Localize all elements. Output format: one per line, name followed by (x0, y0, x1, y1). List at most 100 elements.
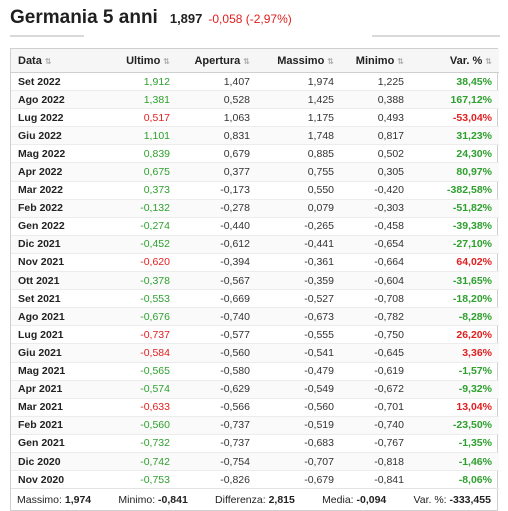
cell-date: Mag 2021 (11, 362, 95, 381)
cell-date: Gen 2022 (11, 217, 95, 236)
historical-data-panel: Data ⇅ Ultimo ⇅ Apertura ⇅ Massimo ⇅ Minimo ⇅ Var.… (10, 48, 499, 511)
cell-open: -0,577 (177, 325, 257, 345)
summary-avg: Media: -0,094 (322, 494, 386, 506)
table-row: Giu 2021 -0,584 -0,560 -0,541 -0,645 3,36% (11, 343, 499, 363)
cell-low: -0,420 (341, 181, 411, 200)
cell-last: -0,565 (95, 362, 177, 381)
cell-var: -31,65% (411, 271, 499, 291)
cell-low: -0,645 (341, 343, 411, 363)
column-header-label: Ultimo (126, 54, 161, 67)
cell-high: -0,527 (257, 289, 341, 309)
table-row: Dic 2021 -0,452 -0,612 -0,441 -0,654 -27,10% (11, 235, 499, 254)
cell-date: Mar 2021 (11, 398, 95, 417)
column-header-label: Massimo (277, 54, 325, 67)
cell-last: -0,742 (95, 452, 177, 472)
cell-open: 0,528 (177, 90, 257, 110)
table-row: Ago 2022 1,381 0,528 1,425 0,388 167,12% (11, 90, 499, 110)
table-row: Giu 2022 1,101 0,831 1,748 0,817 31,23% (11, 126, 499, 146)
cell-var: -1,35% (411, 434, 499, 453)
sort-icon[interactable]: ⇅ (243, 56, 250, 66)
table-row: Mar 2022 0,373 -0,173 0,550 -0,420 -382,58% (11, 181, 499, 200)
table-body: Set 2022 1,912 1,407 1,974 1,225 38,45% Ago 20… (11, 72, 499, 490)
cell-low: -0,458 (341, 217, 411, 236)
summary-var-label: Var. %: (413, 493, 447, 506)
table-row: Apr 2022 0,675 0,377 0,755 0,305 80,97% (11, 162, 499, 182)
table-row: Feb 2021 -0,560 -0,737 -0,519 -0,740 -23,50% (11, 416, 499, 435)
cell-date: Nov 2020 (11, 470, 95, 490)
column-header-label: Data (18, 54, 42, 67)
cell-low: 0,502 (341, 144, 411, 164)
cell-high: -0,479 (257, 362, 341, 381)
cell-date: Set 2021 (11, 289, 95, 309)
cell-low: 0,817 (341, 126, 411, 146)
summary-footer: Massimo: 1,974 Minimo: -0,841 Differenza… (11, 488, 497, 510)
cell-high: 1,425 (257, 90, 341, 110)
table-row: Mag 2021 -0,565 -0,580 -0,479 -0,619 -1,57% (11, 362, 499, 381)
cell-high: 1,974 (257, 72, 341, 92)
cell-var: 167,12% (411, 90, 499, 110)
cell-var: -1,57% (411, 362, 499, 381)
cell-open: 0,679 (177, 144, 257, 164)
cell-date: Lug 2021 (11, 325, 95, 345)
page-header: Germania 5 anni 1,897 -0,058 (-2,97%) (10, 7, 292, 29)
cell-high: 0,550 (257, 181, 341, 200)
column-header-date[interactable]: Data ⇅ (11, 49, 95, 73)
column-header-open[interactable]: Apertura ⇅ (177, 49, 257, 73)
cell-last: -0,633 (95, 398, 177, 417)
cell-open: -0,394 (177, 253, 257, 273)
cell-var: 3,36% (411, 343, 499, 363)
cell-var: 13,04% (411, 398, 499, 417)
cell-low: -0,672 (341, 380, 411, 399)
tab-indicator-left (10, 35, 84, 37)
cell-high: 1,175 (257, 108, 341, 128)
cell-last: 1,381 (95, 90, 177, 110)
cell-date: Apr 2022 (11, 162, 95, 182)
column-header-high[interactable]: Massimo ⇅ (257, 49, 341, 73)
cell-open: 0,377 (177, 162, 257, 182)
cell-last: 0,517 (95, 108, 177, 128)
column-header-label: Minimo (355, 54, 395, 67)
sort-icon[interactable]: ⇅ (327, 56, 334, 66)
cell-last: -0,737 (95, 325, 177, 345)
cell-last: -0,753 (95, 470, 177, 490)
cell-high: -0,265 (257, 217, 341, 236)
cell-low: -0,782 (341, 307, 411, 327)
cell-last: 1,912 (95, 72, 177, 92)
cell-last: -0,732 (95, 434, 177, 453)
cell-open: -0,737 (177, 434, 257, 453)
table-row: Set 2021 -0,553 -0,669 -0,527 -0,708 -18,20% (11, 289, 499, 309)
summary-min-label: Minimo: (118, 493, 156, 506)
summary-max-label: Massimo: (17, 493, 62, 506)
cell-var: -39,38% (411, 217, 499, 236)
cell-date: Dic 2020 (11, 452, 95, 472)
sort-icon[interactable]: ⇅ (485, 56, 492, 66)
sort-icon[interactable]: ⇅ (44, 56, 52, 66)
cell-low: 0,305 (341, 162, 411, 182)
cell-last: 1,101 (95, 126, 177, 146)
table-row: Mag 2022 0,839 0,679 0,885 0,502 24,30% (11, 144, 499, 164)
cell-low: 1,225 (341, 72, 411, 92)
column-header-low[interactable]: Minimo ⇅ (341, 49, 411, 73)
table-header-row: Data ⇅ Ultimo ⇅ Apertura ⇅ Massimo ⇅ Minimo ⇅ Var.… (11, 49, 499, 73)
cell-var: -53,04% (411, 108, 499, 128)
cell-open: -0,567 (177, 271, 257, 291)
cell-high: -0,441 (257, 235, 341, 254)
cell-var: 64,02% (411, 253, 499, 273)
sort-icon[interactable]: ⇅ (397, 56, 404, 66)
cell-open: 1,407 (177, 72, 257, 92)
sort-icon[interactable]: ⇅ (163, 56, 170, 66)
summary-max: Massimo: 1,974 (17, 494, 91, 506)
column-header-var[interactable]: Var. % ⇅ (411, 49, 499, 73)
column-header-label: Apertura (194, 54, 241, 67)
cell-date: Apr 2021 (11, 380, 95, 399)
summary-min-value: -0,841 (158, 493, 188, 506)
cell-last: -0,560 (95, 416, 177, 435)
cell-high: 0,755 (257, 162, 341, 182)
historical-data-table: Data ⇅ Ultimo ⇅ Apertura ⇅ Massimo ⇅ Minimo ⇅ Var.… (11, 49, 499, 490)
table-row: Ago 2021 -0,676 -0,740 -0,673 -0,782 -8,28% (11, 307, 499, 327)
cell-var: -27,10% (411, 235, 499, 254)
table-row: Set 2022 1,912 1,407 1,974 1,225 38,45% (11, 72, 499, 92)
column-header-last[interactable]: Ultimo ⇅ (95, 49, 177, 73)
cell-last: -0,132 (95, 199, 177, 218)
summary-diff-value: 2,815 (268, 493, 295, 506)
